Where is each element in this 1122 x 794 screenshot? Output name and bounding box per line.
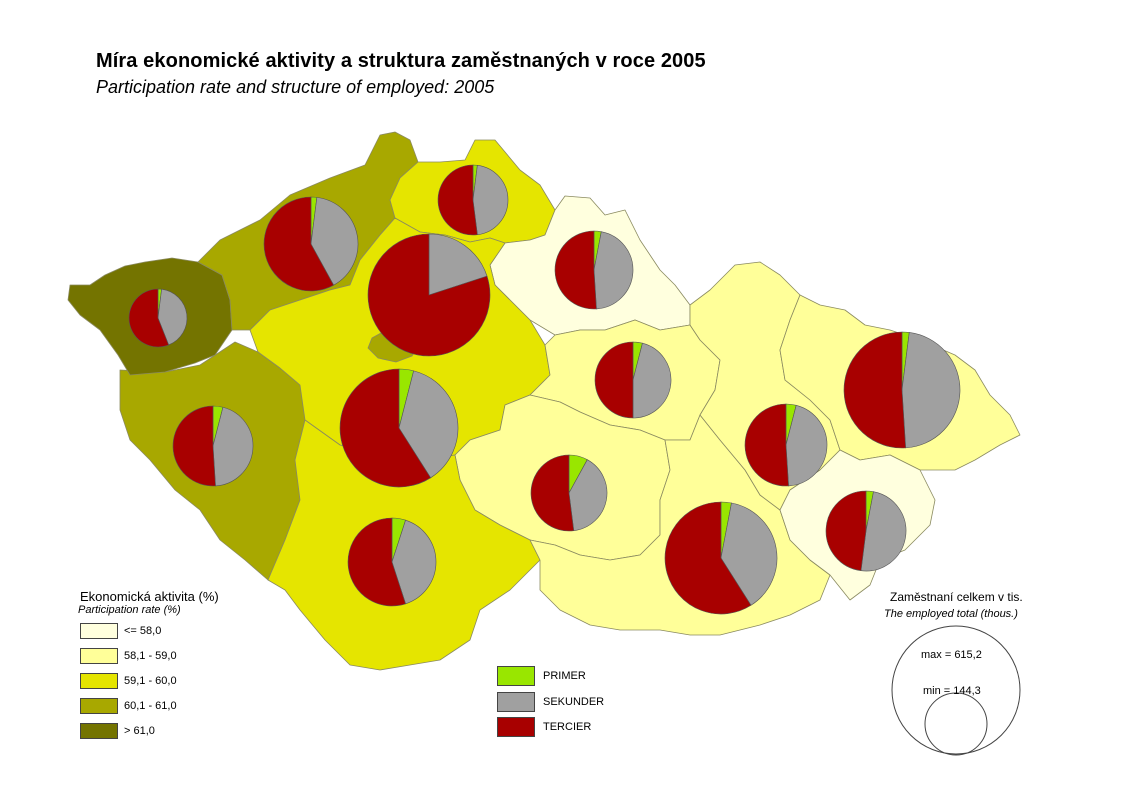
legend-swatch: [80, 623, 118, 639]
pie-slice-zlinsky-sekunder: [860, 491, 907, 572]
pie-slice-liberecky-tercier: [437, 164, 478, 236]
legend-label: > 61,0: [124, 725, 155, 737]
pie-slice-karlovarsky-tercier: [128, 288, 170, 348]
pie-slice-plzensky-sekunder: [212, 406, 254, 487]
legend-row-class-2: 59,1 - 60,0: [80, 671, 177, 691]
sector-swatch: [497, 717, 535, 737]
pie-slice-zlinsky-tercier: [825, 490, 867, 572]
sector-legend-primer: PRIMER: [497, 666, 586, 686]
sector-swatch: [497, 666, 535, 686]
map-title: Míra ekonomické aktivity a struktura zam…: [96, 50, 706, 72]
pie-slice-vysocina-tercier: [530, 454, 575, 532]
legend-swatch: [80, 648, 118, 664]
legend-row-class-4: > 61,0: [80, 721, 155, 741]
sector-label: SEKUNDER: [543, 696, 605, 708]
pie-slice-jihocesky-sekunder: [391, 519, 437, 605]
pie-slice-kralovehradecky-tercier: [554, 230, 597, 310]
pie-slice-plzensky-tercier: [172, 405, 216, 487]
sector-label: TERCIER: [543, 721, 592, 733]
legend-label: 60,1 - 61,0: [124, 700, 177, 712]
legend-swatch: [80, 673, 118, 689]
sector-label: PRIMER: [543, 670, 586, 682]
pie-slice-praha-sekunder: [428, 233, 488, 296]
legend-swatch: [80, 723, 118, 739]
legend-row-class-1: 58,1 - 59,0: [80, 646, 177, 666]
pie-slice-ustecky-tercier: [263, 196, 335, 292]
pie-slice-moravskoslezsky-sekunder: [901, 332, 961, 449]
pie-slice-pardubicky-tercier: [594, 341, 634, 419]
pie-slice-liberecky-sekunder: [472, 164, 509, 236]
pie-slice-karlovarsky-sekunder: [157, 288, 188, 346]
pie-slice-jihocesky-tercier: [347, 517, 406, 607]
pie-slice-olomoucky-tercier: [744, 403, 789, 487]
participation-legend-title: Ekonomická aktivita (%): [80, 589, 219, 604]
legend-label: 58,1 - 59,0: [124, 650, 177, 662]
size-legend-min-circle: [924, 692, 988, 756]
sector-swatch: [497, 692, 535, 712]
size-legend-max-circle: [891, 625, 1021, 755]
pie-slice-kralovehradecky-sekunder: [593, 231, 634, 310]
pie-slice-stredocesky-tercier: [339, 368, 432, 488]
pie-slice-jihomoravsky-tercier: [664, 501, 752, 615]
legend-label: 59,1 - 60,0: [124, 675, 177, 687]
size-legend-subtitle: The employed total (thous.): [884, 608, 1018, 620]
legend-swatch: [80, 698, 118, 714]
size-legend-min-label: min = 144,3: [923, 685, 981, 697]
pie-slice-olomoucky-sekunder: [785, 404, 828, 487]
pie-slice-moravskoslezsky-tercier: [843, 331, 906, 449]
participation-legend-subtitle: Participation rate (%): [78, 604, 181, 616]
map-subtitle: Participation rate and structure of empl…: [96, 77, 495, 97]
legend-label: <= 58,0: [124, 625, 162, 637]
pie-slice-ustecky-sekunder: [310, 197, 359, 286]
pie-slice-vysocina-sekunder: [568, 459, 608, 532]
sector-legend-sekunder: SEKUNDER: [497, 692, 604, 712]
sector-legend-tercier: TERCIER: [497, 717, 591, 737]
size-legend-max-label: max = 615,2: [921, 649, 982, 661]
size-legend-title: Zaměstnaní celkem v tis.: [890, 590, 1023, 604]
pie-slice-pardubicky-sekunder: [632, 342, 672, 419]
legend-row-class-3: 60,1 - 61,0: [80, 696, 177, 716]
pie-slice-praha-tercier: [367, 233, 491, 357]
legend-row-class-0: <= 58,0: [80, 621, 161, 641]
